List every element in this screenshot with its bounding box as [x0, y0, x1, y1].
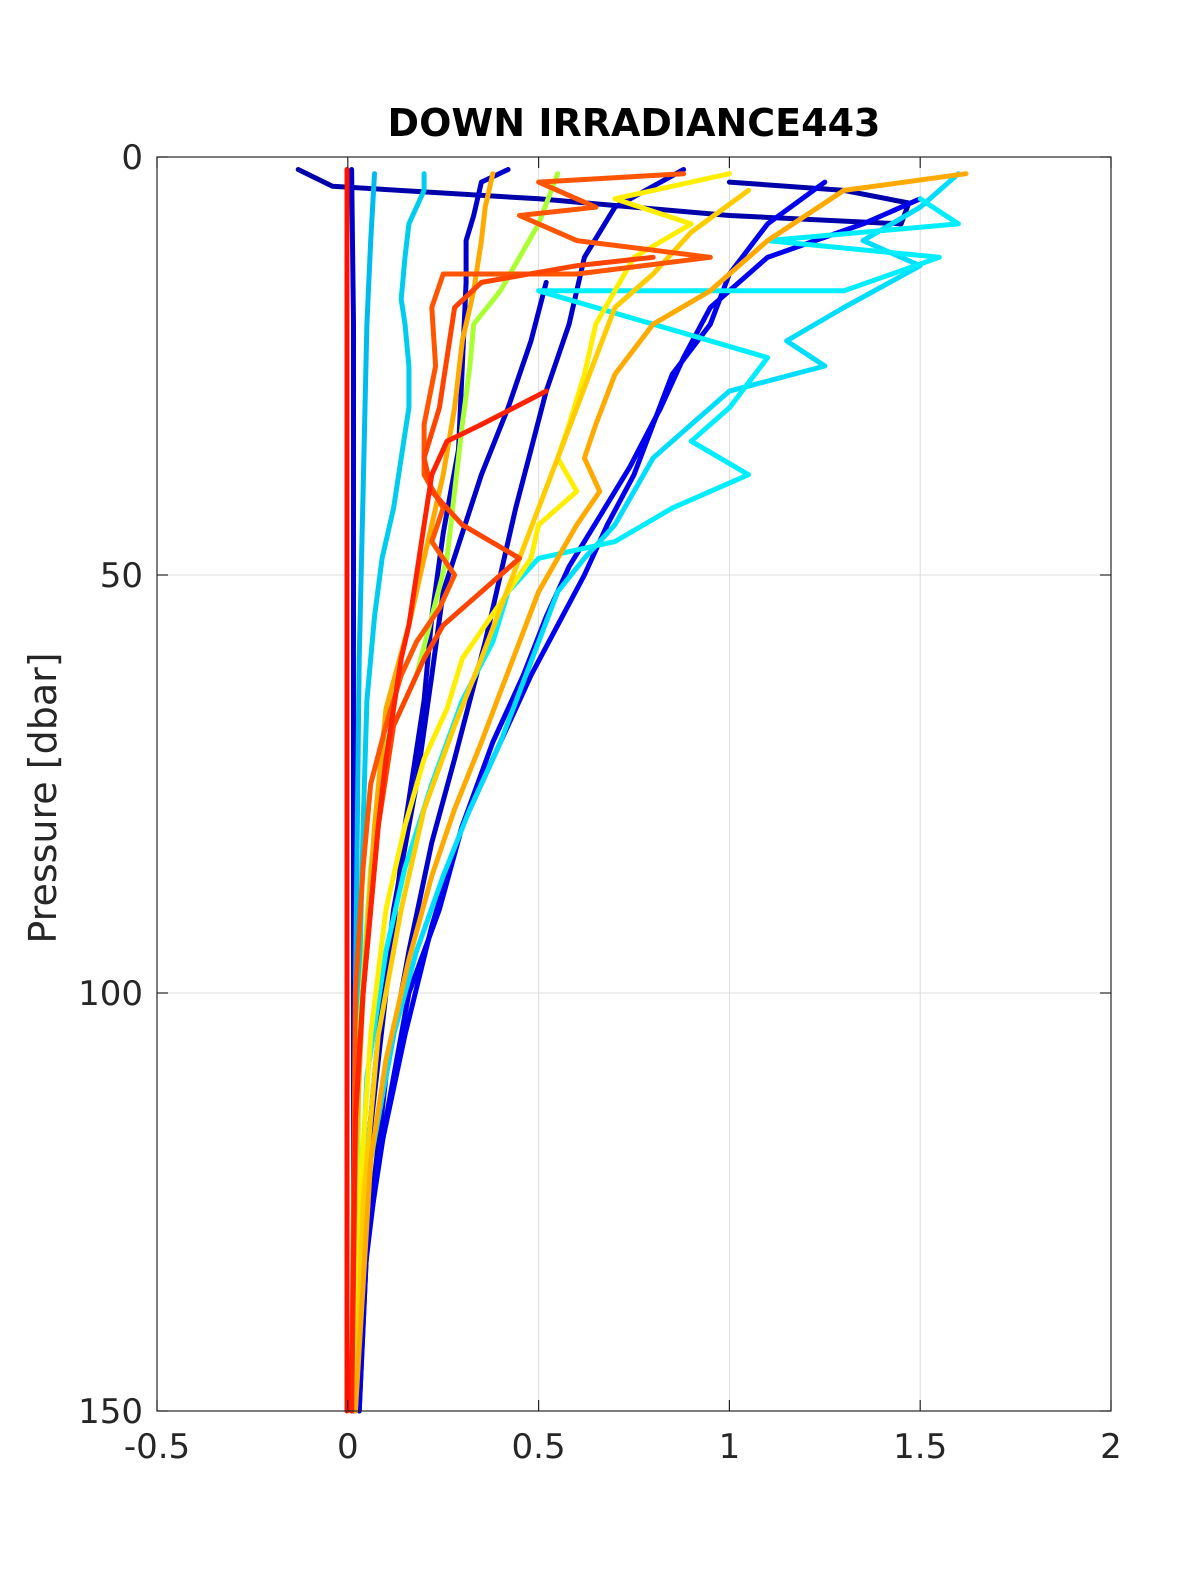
y-tick-label: 0	[121, 138, 143, 178]
y-axis-label: Pressure [dbar]	[21, 652, 65, 943]
series-line-6	[352, 179, 828, 1414]
series-line-11	[352, 196, 961, 1414]
x-tick-label: -0.5	[124, 1427, 190, 1467]
y-tick-label: 50	[100, 556, 143, 596]
series-line-16	[352, 171, 969, 1414]
y-tick-label: 150	[78, 1392, 143, 1432]
x-tick-label: 1.5	[893, 1427, 947, 1467]
chart-title: DOWN IRRADIANCE443	[388, 101, 881, 145]
series-line-10	[352, 171, 961, 1414]
y-tick-label: 100	[78, 974, 143, 1014]
x-tick-label: 0	[337, 1427, 359, 1467]
series-line-17	[349, 171, 713, 1414]
x-tick-label: 2	[1100, 1427, 1122, 1467]
series-line-19	[349, 388, 549, 1414]
series-line-13	[349, 171, 732, 1414]
x-tick-label: 1	[719, 1427, 741, 1467]
x-tick-label: 0.5	[512, 1427, 566, 1467]
plot-area	[157, 157, 1111, 1411]
ticks: -0.5 0 0.5 1 1.5 2 0 50 100 150	[78, 138, 1122, 1467]
series-line-1	[295, 167, 912, 227]
series-line-9	[352, 171, 427, 1414]
plot-border	[156, 156, 1112, 1412]
series-layer	[295, 167, 969, 1414]
